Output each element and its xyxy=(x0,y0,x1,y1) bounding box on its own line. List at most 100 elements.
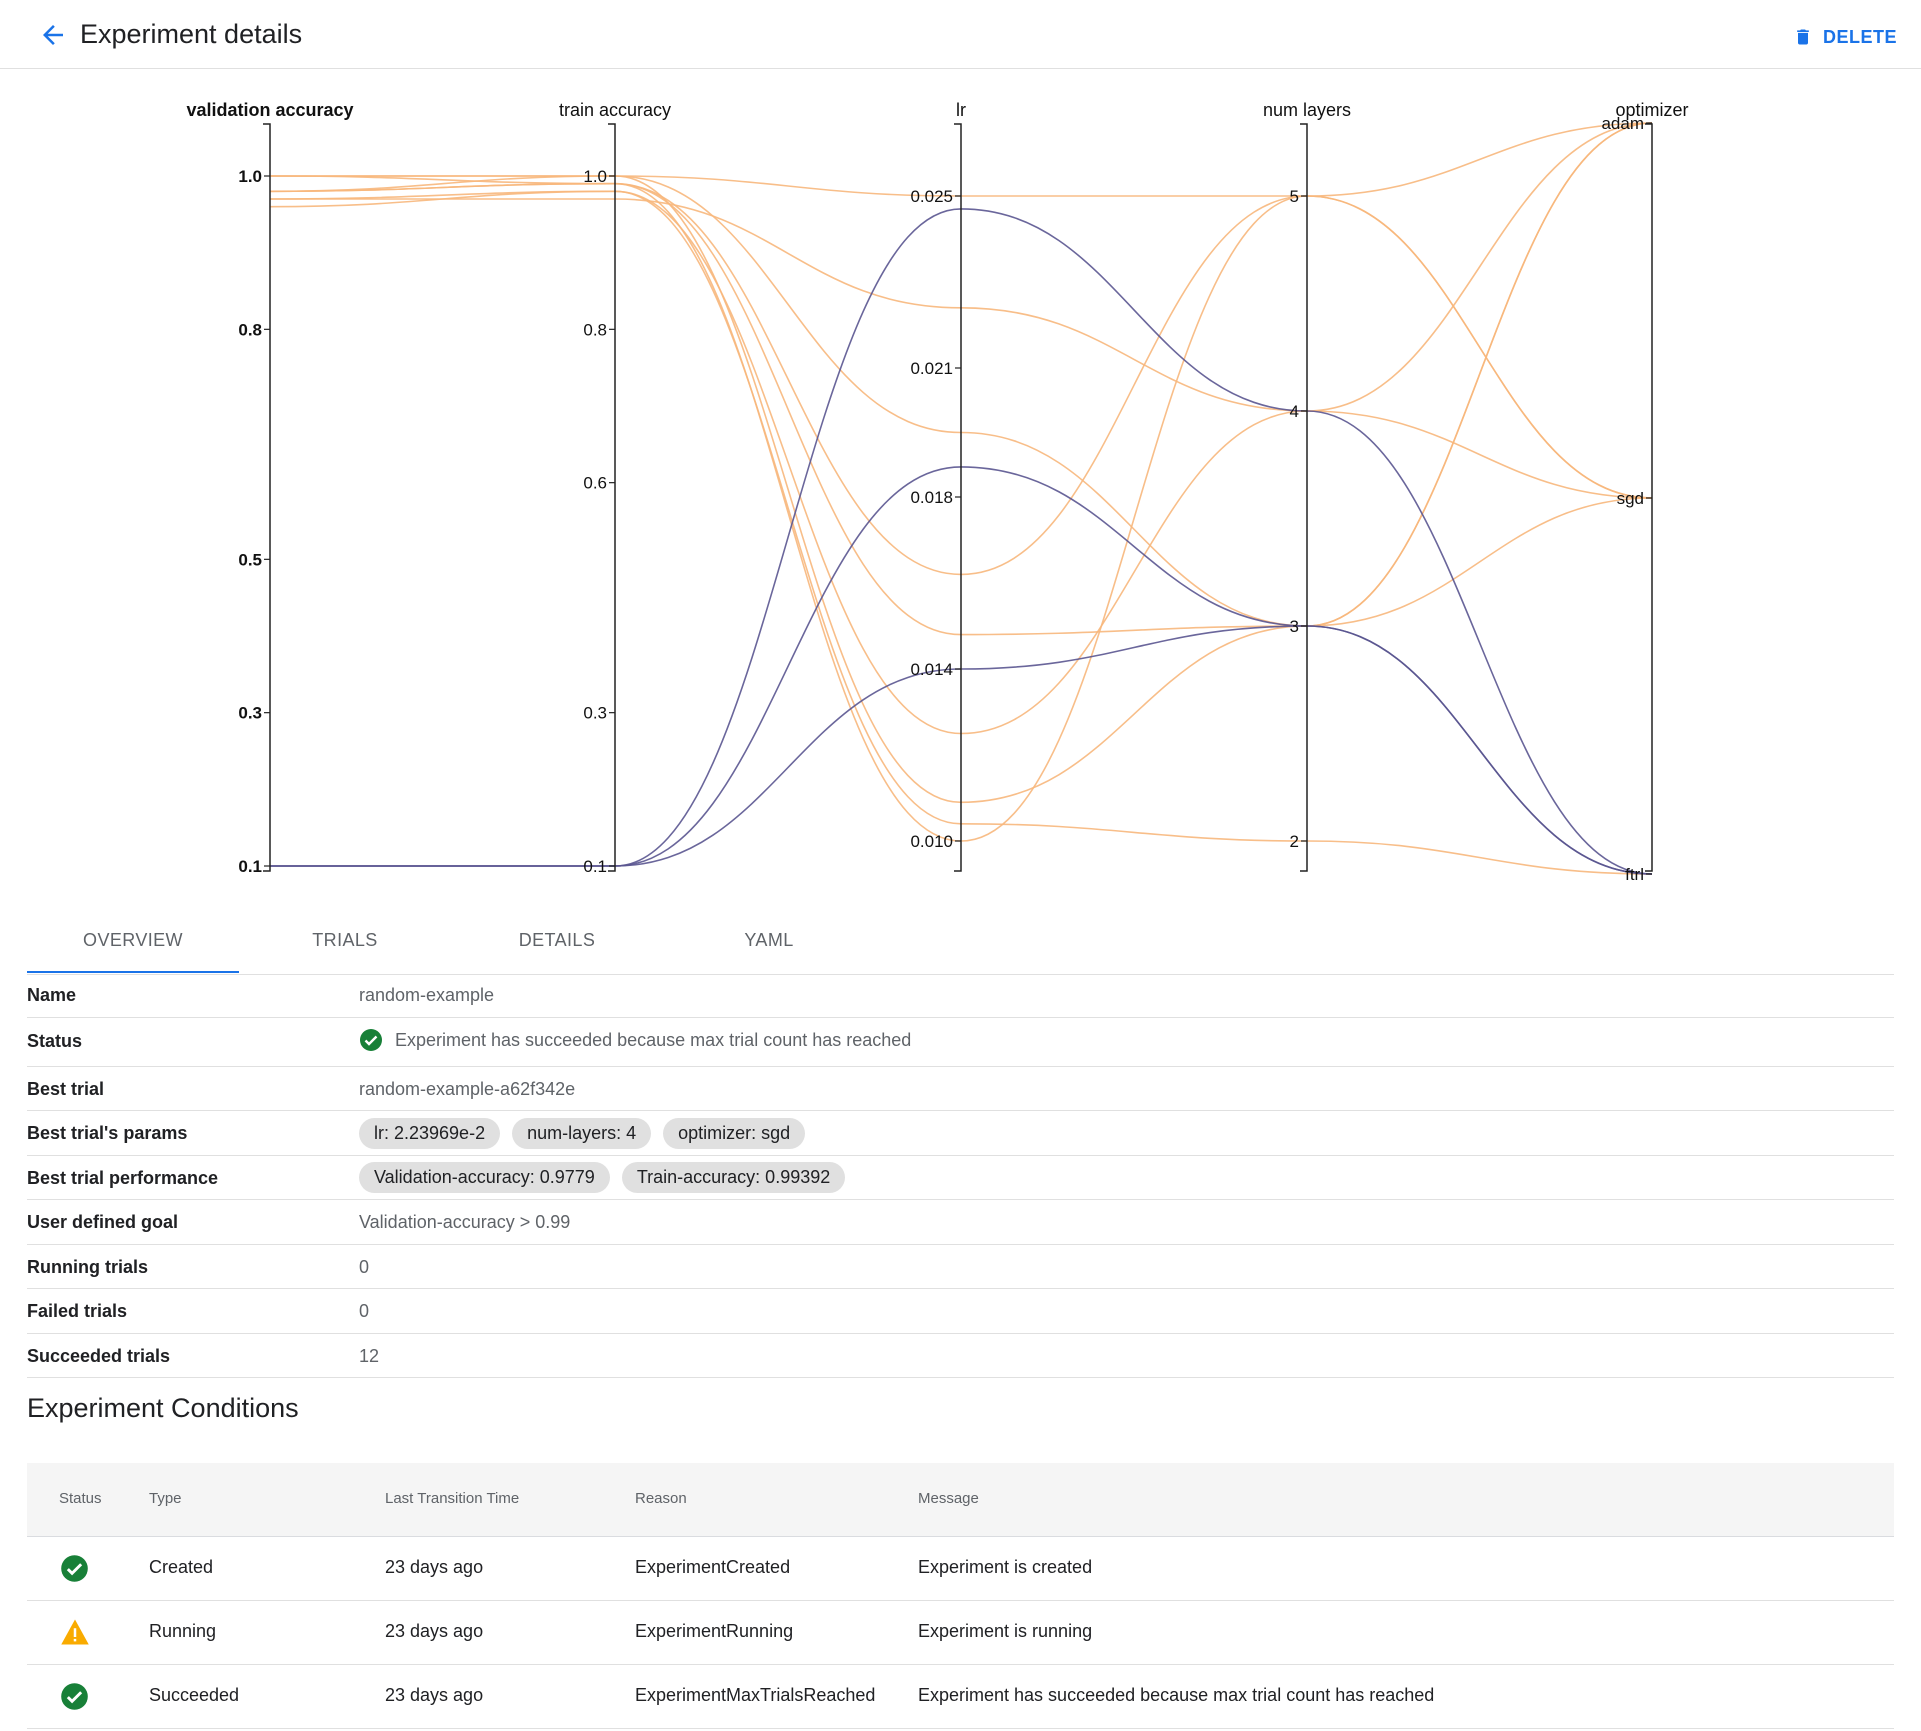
column-header-status: Status xyxy=(59,1490,102,1507)
tick-label: 0.3 xyxy=(583,704,607,723)
axis-title[interactable]: validation accuracy xyxy=(186,100,353,120)
running-value: 0 xyxy=(359,1257,370,1277)
tab-yaml[interactable]: YAML xyxy=(744,930,794,950)
tab-bar: OVERVIEW TRIALS DETAILS YAML xyxy=(27,920,1894,975)
condition-reason: ExperimentRunning xyxy=(635,1621,794,1641)
table-row: Created 23 days ago ExperimentCreated Ex… xyxy=(27,1537,1894,1601)
overview-row-name: Name random-example xyxy=(27,974,1894,1018)
axis-line xyxy=(263,123,271,872)
status-value: Experiment has succeeded because max tri… xyxy=(359,1028,911,1052)
status-label: Status xyxy=(27,1031,83,1051)
axis-num-layers: num layers 5 4 3 2 xyxy=(1263,100,1351,872)
check-circle-icon xyxy=(61,1555,88,1582)
conditions-title: Experiment Conditions xyxy=(27,1393,299,1423)
tick-label: sgd xyxy=(1617,489,1644,508)
failed-label: Failed trials xyxy=(27,1301,128,1321)
tick-label: 3 xyxy=(1290,617,1299,636)
tick-label: 5 xyxy=(1290,187,1299,206)
warning-triangle-icon xyxy=(61,1619,89,1645)
overview-row-succeeded: Succeeded trials 12 xyxy=(27,1334,1894,1378)
overview-row-goal: User defined goal Validation-accuracy > … xyxy=(27,1200,1894,1245)
overview-row-running: Running trials 0 xyxy=(27,1245,1894,1289)
tick-label: 1.0 xyxy=(583,167,607,186)
axis-lr: lr 0.025 0.021 0.018 0.014 0.010 xyxy=(910,100,966,872)
tick-label: 0.014 xyxy=(910,660,953,679)
axis-train-accuracy: train accuracy 1.0 0.8 0.6 0.3 0.1 xyxy=(559,100,671,876)
delete-label: DELETE xyxy=(1822,26,1897,47)
axis-title[interactable]: train accuracy xyxy=(559,100,671,120)
tick-label: 0.018 xyxy=(910,488,953,507)
condition-message: Experiment is running xyxy=(918,1621,1093,1641)
condition-reason: ExperimentCreated xyxy=(635,1557,791,1577)
tick-label: 0.5 xyxy=(238,550,262,569)
best-trial-value: random-example-a62f342e xyxy=(359,1079,576,1099)
tick-label: 1.0 xyxy=(238,167,262,186)
condition-message: Experiment has succeeded because max tri… xyxy=(918,1685,1435,1705)
tab-trials[interactable]: TRIALS xyxy=(312,930,378,950)
tick-label: adam xyxy=(1601,114,1644,133)
check-circle-icon xyxy=(360,1029,382,1051)
table-row: Succeeded 23 days ago ExperimentMaxTrial… xyxy=(27,1665,1894,1729)
param-chip-lr: lr: 2.23969e-2 xyxy=(359,1118,501,1149)
tick-label: 0.6 xyxy=(583,474,607,493)
axis-title[interactable]: lr xyxy=(956,100,966,120)
conditions-header-row: Status Type Last Transition Time Reason … xyxy=(27,1463,1894,1537)
name-value: random-example xyxy=(359,985,495,1005)
condition-type: Running xyxy=(149,1621,217,1641)
table-row: Running 23 days ago ExperimentRunning Ex… xyxy=(27,1601,1894,1665)
params-chips: lr: 2.23969e-2 num-layers: 4 optimizer: … xyxy=(359,1118,817,1149)
tick-label: 0.3 xyxy=(238,704,262,723)
failed-value: 0 xyxy=(359,1301,370,1321)
tick-label: 0.025 xyxy=(910,187,953,206)
axis-line xyxy=(1300,123,1308,872)
tick-label: 0.021 xyxy=(910,359,953,378)
goal-value: Validation-accuracy > 0.99 xyxy=(359,1212,571,1232)
performance-chip-validation: Validation-accuracy: 0.9779 xyxy=(359,1162,610,1193)
tick-label: 0.8 xyxy=(238,320,262,339)
goal-label: User defined goal xyxy=(27,1212,179,1232)
best-trial-label: Best trial xyxy=(27,1079,105,1099)
tick-label: 4 xyxy=(1290,402,1299,421)
tick-label: 0.1 xyxy=(238,857,262,876)
parallel-coordinates-chart: validation accuracy 1.0 0.8 0.5 0.3 0.1 train … xyxy=(186,100,1688,880)
condition-time: 23 days ago xyxy=(385,1685,484,1705)
params-label: Best trial's params xyxy=(27,1123,188,1143)
tick-label: ftrl xyxy=(1625,865,1644,880)
tab-details[interactable]: DETAILS xyxy=(518,930,596,950)
delete-button[interactable]: DELETE xyxy=(1793,22,1897,52)
trial-line[interactable] xyxy=(269,190,1653,875)
performance-label: Best trial performance xyxy=(27,1168,219,1188)
check-circle-icon xyxy=(61,1683,88,1710)
overview-row-failed: Failed trials 0 xyxy=(27,1289,1894,1334)
back-button[interactable] xyxy=(38,20,68,50)
status-text: Experiment has succeeded because max tri… xyxy=(395,1029,912,1050)
trial-line[interactable] xyxy=(269,182,1653,636)
axis-line xyxy=(608,123,616,872)
name-label: Name xyxy=(27,985,77,1005)
condition-type: Succeeded xyxy=(149,1685,240,1705)
performance-chip-train: Train-accuracy: 0.99392 xyxy=(621,1162,846,1193)
axis-title[interactable]: num layers xyxy=(1263,100,1351,120)
succeeded-value: 12 xyxy=(359,1346,380,1366)
condition-time: 23 days ago xyxy=(385,1557,484,1577)
axis-title[interactable]: optimizer xyxy=(1615,100,1688,120)
param-chip-num-layers: num-layers: 4 xyxy=(512,1118,652,1149)
page-header: Experiment details DELETE xyxy=(0,0,1921,69)
param-chip-optimizer: optimizer: sgd xyxy=(663,1118,806,1149)
column-header-type: Type xyxy=(149,1490,182,1507)
overview-row-best-trial: Best trial random-example-a62f342e xyxy=(27,1067,1894,1111)
column-header-reason: Reason xyxy=(635,1490,687,1507)
trash-icon xyxy=(1797,29,1809,45)
performance-chips: Validation-accuracy: 0.9779 Train-accura… xyxy=(359,1162,857,1193)
overview-row-params: Best trial's params lr: 2.23969e-2 num-l… xyxy=(27,1111,1894,1156)
condition-type: Created xyxy=(149,1557,214,1577)
axis-validation-accuracy: validation accuracy 1.0 0.8 0.5 0.3 0.1 xyxy=(186,100,353,876)
tab-overview[interactable]: OVERVIEW xyxy=(27,920,239,973)
column-header-time: Last Transition Time xyxy=(385,1490,520,1507)
running-label: Running trials xyxy=(27,1257,148,1277)
succeeded-label: Succeeded trials xyxy=(27,1346,171,1366)
overview-row-performance: Best trial performance Validation-accura… xyxy=(27,1156,1894,1200)
condition-message: Experiment is created xyxy=(918,1557,1093,1577)
condition-time: 23 days ago xyxy=(385,1621,484,1641)
